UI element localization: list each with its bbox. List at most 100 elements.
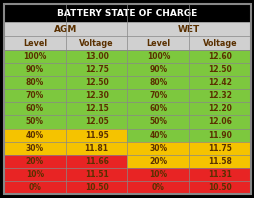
- Text: 40%: 40%: [149, 131, 167, 140]
- Bar: [4, 129, 66, 142]
- Bar: [4, 102, 66, 115]
- Bar: [127, 22, 250, 36]
- Text: 100%: 100%: [23, 52, 46, 61]
- Text: 11.95: 11.95: [84, 131, 108, 140]
- Text: 40%: 40%: [26, 131, 44, 140]
- Bar: [4, 89, 66, 102]
- Bar: [127, 63, 188, 76]
- Text: 90%: 90%: [26, 65, 44, 74]
- Text: 60%: 60%: [149, 104, 167, 113]
- Bar: [127, 76, 188, 89]
- Text: 50%: 50%: [149, 117, 167, 127]
- Text: 0%: 0%: [28, 183, 41, 192]
- Text: 12.50: 12.50: [84, 78, 108, 87]
- Bar: [66, 102, 127, 115]
- Text: 12.50: 12.50: [208, 65, 231, 74]
- Text: 11.81: 11.81: [84, 144, 108, 153]
- Text: Level: Level: [146, 38, 170, 48]
- Text: 10%: 10%: [26, 170, 44, 179]
- Text: 12.20: 12.20: [207, 104, 231, 113]
- Bar: [188, 115, 250, 129]
- Text: Voltage: Voltage: [79, 38, 114, 48]
- Bar: [127, 181, 188, 194]
- Bar: [127, 155, 188, 168]
- Text: 30%: 30%: [26, 144, 44, 153]
- Bar: [127, 129, 188, 142]
- Bar: [188, 50, 250, 63]
- Bar: [4, 168, 66, 181]
- Text: 20%: 20%: [149, 157, 167, 166]
- Text: 11.51: 11.51: [84, 170, 108, 179]
- Bar: [4, 142, 66, 155]
- Bar: [188, 168, 250, 181]
- Bar: [66, 76, 127, 89]
- Text: AGM: AGM: [54, 25, 77, 33]
- Bar: [127, 89, 188, 102]
- Bar: [4, 115, 66, 129]
- Text: 13.00: 13.00: [84, 52, 108, 61]
- Bar: [188, 155, 250, 168]
- Bar: [188, 76, 250, 89]
- Bar: [188, 181, 250, 194]
- Bar: [66, 168, 127, 181]
- Bar: [188, 89, 250, 102]
- Bar: [127, 115, 188, 129]
- Bar: [66, 63, 127, 76]
- Text: 30%: 30%: [149, 144, 167, 153]
- Text: 12.05: 12.05: [84, 117, 108, 127]
- Bar: [4, 155, 66, 168]
- Text: 12.75: 12.75: [84, 65, 108, 74]
- Text: 100%: 100%: [146, 52, 169, 61]
- Text: 80%: 80%: [149, 78, 167, 87]
- Bar: [66, 115, 127, 129]
- Text: 80%: 80%: [26, 78, 44, 87]
- Text: 0%: 0%: [151, 183, 164, 192]
- Bar: [188, 36, 250, 50]
- Bar: [188, 63, 250, 76]
- Text: 70%: 70%: [149, 91, 167, 100]
- Text: 12.15: 12.15: [84, 104, 108, 113]
- Text: 10.50: 10.50: [208, 183, 231, 192]
- Bar: [127, 102, 188, 115]
- Text: 70%: 70%: [26, 91, 44, 100]
- Bar: [66, 50, 127, 63]
- Bar: [66, 129, 127, 142]
- Bar: [4, 76, 66, 89]
- Bar: [66, 181, 127, 194]
- Text: 10%: 10%: [149, 170, 167, 179]
- Text: 12.32: 12.32: [207, 91, 231, 100]
- Text: 11.75: 11.75: [207, 144, 231, 153]
- Bar: [4, 63, 66, 76]
- Text: 11.58: 11.58: [207, 157, 231, 166]
- Text: 12.06: 12.06: [207, 117, 231, 127]
- Text: Voltage: Voltage: [202, 38, 236, 48]
- Text: 90%: 90%: [149, 65, 167, 74]
- Bar: [188, 129, 250, 142]
- Text: Level: Level: [23, 38, 47, 48]
- Text: 50%: 50%: [26, 117, 44, 127]
- Bar: [127, 142, 188, 155]
- Bar: [66, 36, 127, 50]
- Bar: [127, 50, 188, 63]
- Text: WET: WET: [178, 25, 200, 33]
- Text: 20%: 20%: [26, 157, 44, 166]
- Text: 11.66: 11.66: [84, 157, 108, 166]
- Text: 11.90: 11.90: [207, 131, 231, 140]
- Text: 11.31: 11.31: [207, 170, 231, 179]
- Bar: [188, 102, 250, 115]
- Bar: [4, 4, 250, 22]
- Bar: [4, 50, 66, 63]
- Text: 12.42: 12.42: [207, 78, 231, 87]
- Bar: [4, 36, 66, 50]
- Text: 12.60: 12.60: [207, 52, 231, 61]
- Bar: [188, 142, 250, 155]
- Text: 12.30: 12.30: [84, 91, 108, 100]
- Bar: [4, 181, 66, 194]
- Text: 60%: 60%: [26, 104, 44, 113]
- Text: BATTERY STATE OF CHARGE: BATTERY STATE OF CHARGE: [57, 9, 197, 17]
- Bar: [66, 142, 127, 155]
- Bar: [4, 22, 127, 36]
- Bar: [66, 155, 127, 168]
- Bar: [127, 36, 188, 50]
- Text: 10.50: 10.50: [84, 183, 108, 192]
